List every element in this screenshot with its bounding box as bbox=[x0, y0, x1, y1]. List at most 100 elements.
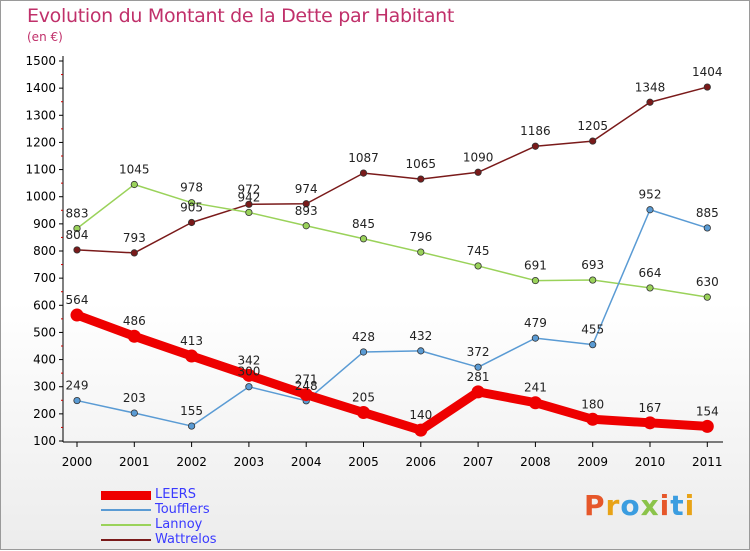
data-label-lannoy: 664 bbox=[639, 266, 662, 280]
x-tick-label: 2002 bbox=[176, 455, 207, 469]
series-line-lannoy bbox=[76, 183, 709, 298]
data-point-toufflers bbox=[589, 341, 597, 349]
data-point-leers bbox=[357, 406, 370, 419]
legend-swatch-leers bbox=[101, 491, 151, 500]
y-tick-label: 500 bbox=[33, 325, 56, 339]
data-point-lannoy bbox=[646, 284, 654, 292]
legend-item-toufflers: Toufflers bbox=[101, 502, 301, 517]
series-line-toufflers bbox=[76, 208, 709, 427]
y-tick-label: 1100 bbox=[25, 163, 56, 177]
data-label-lannoy: 978 bbox=[180, 181, 203, 195]
data-point-lannoy bbox=[188, 199, 196, 207]
data-point-leers bbox=[471, 385, 485, 399]
data-label-toufflers: 155 bbox=[180, 404, 203, 418]
legend-label-toufflers: Toufflers bbox=[155, 502, 210, 517]
x-tick-label: 2005 bbox=[348, 455, 379, 469]
data-point-wattrelos bbox=[589, 137, 597, 145]
data-point-wattrelos bbox=[531, 142, 540, 150]
data-point-wattrelos bbox=[245, 200, 253, 208]
data-label-toufflers: 203 bbox=[123, 391, 146, 405]
data-label-wattrelos: 1186 bbox=[520, 124, 551, 138]
data-point-wattrelos bbox=[474, 168, 482, 176]
data-point-leers bbox=[586, 412, 600, 426]
data-point-lannoy bbox=[589, 276, 597, 284]
legend-item-lannoy: Lannoy bbox=[101, 517, 301, 532]
data-point-toufflers bbox=[73, 396, 81, 405]
data-label-toufflers: 300 bbox=[237, 365, 260, 379]
data-point-wattrelos bbox=[703, 83, 711, 91]
data-label-leers: 154 bbox=[696, 404, 719, 418]
data-label-lannoy: 1045 bbox=[119, 163, 150, 177]
data-label-lannoy: 893 bbox=[295, 204, 318, 218]
data-point-wattrelos bbox=[188, 218, 196, 227]
y-tick-label: 900 bbox=[33, 217, 56, 231]
data-point-wattrelos bbox=[302, 200, 310, 208]
data-point-toufflers bbox=[417, 347, 425, 355]
data-label-wattrelos: 1087 bbox=[348, 151, 379, 165]
data-point-leers bbox=[643, 416, 657, 430]
legend-swatch-wattrelos bbox=[101, 539, 151, 541]
data-label-leers: 342 bbox=[237, 353, 260, 367]
series-line-leers bbox=[72, 310, 712, 435]
x-tick-label: 2008 bbox=[520, 455, 551, 469]
data-label-leers: 281 bbox=[467, 370, 490, 384]
data-label-lannoy: 883 bbox=[66, 206, 89, 220]
data-label-leers: 167 bbox=[639, 401, 662, 415]
data-point-leers bbox=[70, 308, 84, 322]
data-label-leers: 140 bbox=[409, 408, 432, 422]
data-point-wattrelos bbox=[646, 98, 654, 106]
legend-label-lannoy: Lannoy bbox=[155, 517, 203, 532]
data-label-leers: 205 bbox=[352, 391, 375, 405]
data-label-leers: 564 bbox=[66, 293, 89, 307]
data-point-lannoy bbox=[302, 222, 310, 230]
data-label-wattrelos: 804 bbox=[66, 228, 89, 242]
y-tick-label: 300 bbox=[33, 380, 56, 394]
data-label-toufflers: 372 bbox=[467, 345, 490, 359]
data-point-leers bbox=[185, 349, 199, 363]
data-label-toufflers: 248 bbox=[295, 379, 318, 393]
x-tick-label: 2007 bbox=[463, 455, 494, 469]
x-tick-label: 2004 bbox=[291, 455, 322, 469]
legend-swatch-lannoy bbox=[101, 524, 151, 526]
data-point-lannoy bbox=[73, 224, 81, 233]
chart-title: Evolution du Montant de la Dette par Hab… bbox=[27, 5, 455, 27]
data-label-lannoy: 796 bbox=[409, 230, 432, 244]
data-label-toufflers: 249 bbox=[66, 379, 89, 393]
data-point-toufflers bbox=[359, 348, 368, 356]
data-point-lannoy bbox=[417, 248, 425, 256]
data-point-toufflers bbox=[531, 334, 540, 342]
data-point-leers bbox=[127, 329, 141, 343]
data-label-wattrelos: 1090 bbox=[463, 150, 494, 164]
data-label-wattrelos: 1348 bbox=[635, 80, 666, 94]
data-point-lannoy bbox=[474, 262, 482, 270]
y-tick-label: 700 bbox=[33, 271, 56, 285]
x-tick-label: 2006 bbox=[406, 455, 437, 469]
data-label-lannoy: 942 bbox=[237, 190, 260, 204]
data-point-lannoy bbox=[245, 208, 253, 217]
data-point-wattrelos bbox=[73, 246, 81, 254]
data-point-lannoy bbox=[359, 235, 368, 243]
legend-item-leers: LEERS bbox=[101, 487, 301, 502]
data-point-wattrelos bbox=[130, 249, 138, 257]
data-label-toufflers: 885 bbox=[696, 206, 719, 220]
y-tick-label: 1500 bbox=[25, 54, 56, 68]
legend-item-wattrelos: Wattrelos bbox=[101, 532, 301, 547]
data-label-leers: 271 bbox=[295, 373, 318, 387]
data-point-leers bbox=[414, 423, 428, 437]
data-label-wattrelos: 1404 bbox=[692, 65, 723, 79]
data-label-toufflers: 428 bbox=[352, 330, 375, 344]
chart-unit-label: (en €) bbox=[27, 30, 63, 44]
data-point-lannoy bbox=[531, 276, 540, 285]
data-label-lannoy: 693 bbox=[581, 258, 604, 272]
y-tick-label: 100 bbox=[33, 434, 56, 448]
y-tick-label: 1200 bbox=[25, 135, 56, 149]
data-point-wattrelos bbox=[417, 175, 425, 183]
data-label-lannoy: 630 bbox=[696, 275, 719, 289]
data-point-toufflers bbox=[188, 422, 196, 430]
chart-legend: LEERS Toufflers Lannoy Wattrelos bbox=[101, 487, 301, 547]
x-tick-label: 2010 bbox=[635, 455, 666, 469]
data-label-leers: 413 bbox=[180, 334, 203, 348]
data-label-leers: 486 bbox=[123, 314, 146, 328]
